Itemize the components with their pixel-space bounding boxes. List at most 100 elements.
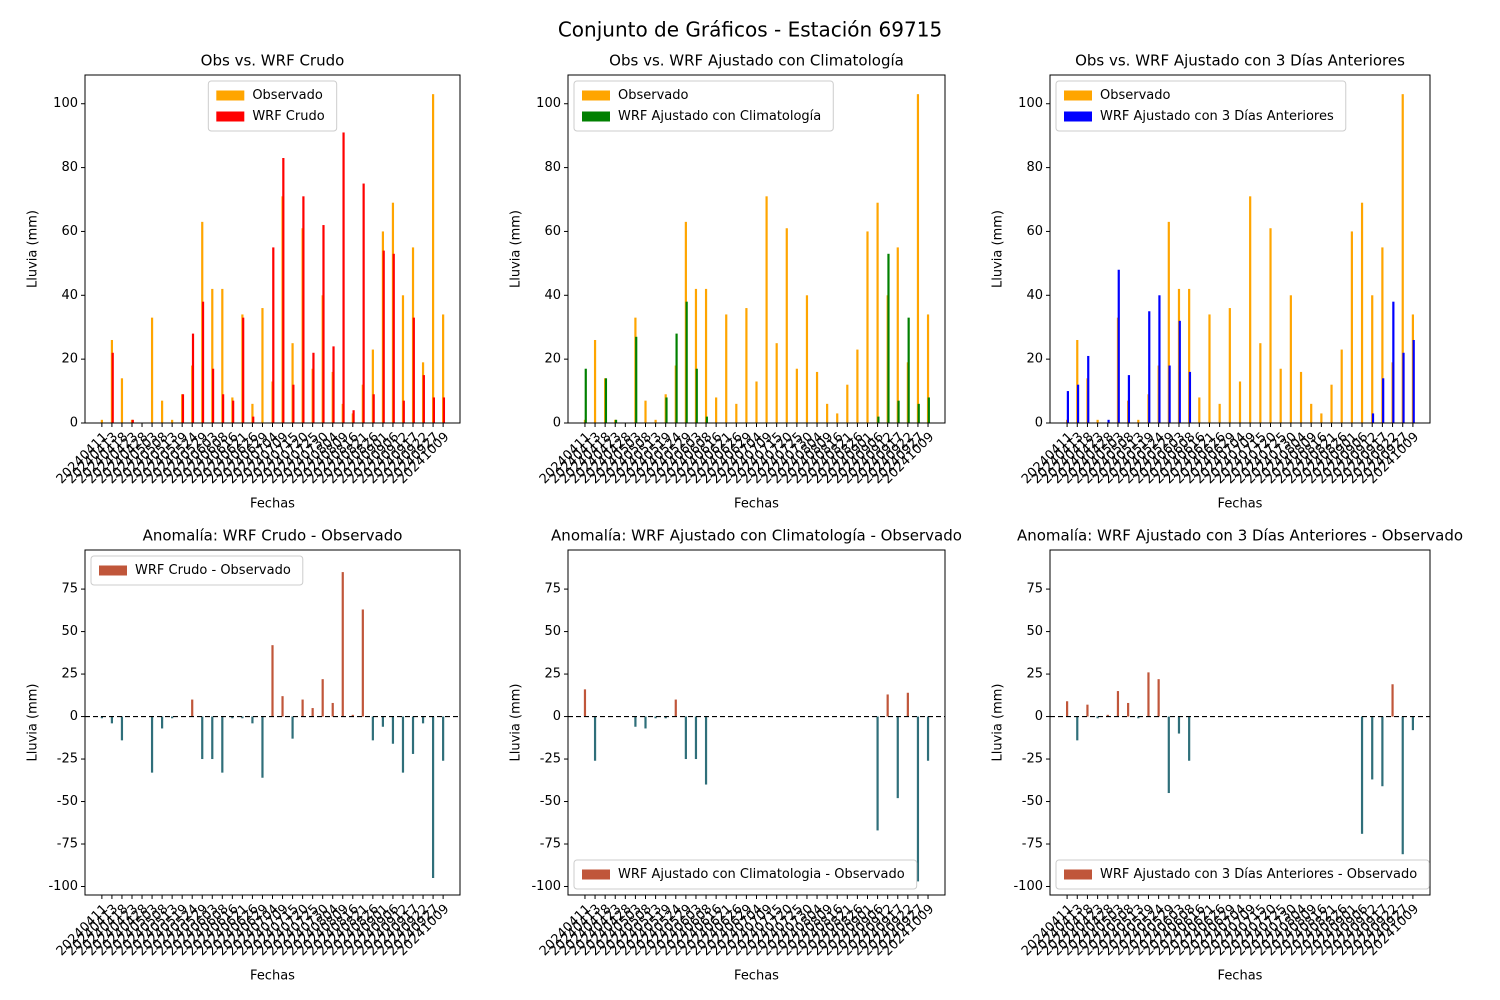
y-axis-label: Lluvia (mm) xyxy=(991,210,1006,288)
bar xyxy=(805,295,809,423)
bar xyxy=(191,699,194,717)
y-tick-label: 40 xyxy=(1026,288,1043,303)
bar xyxy=(1299,371,1303,423)
legend: WRF Crudo - Observado xyxy=(90,555,304,586)
y-tick-label: 20 xyxy=(61,352,78,367)
bar xyxy=(382,250,385,423)
x-axis-label: Fechas xyxy=(734,969,779,984)
bar xyxy=(614,419,618,423)
bar xyxy=(1116,691,1120,717)
bar xyxy=(181,394,185,423)
bar xyxy=(261,716,264,778)
bar xyxy=(583,689,587,717)
bar xyxy=(301,699,304,717)
bar xyxy=(442,397,446,423)
bar xyxy=(836,413,839,423)
bar xyxy=(1412,339,1415,423)
bar xyxy=(644,400,647,423)
y-tick-label: 100 xyxy=(53,96,78,111)
bar xyxy=(1340,349,1343,423)
bar xyxy=(1157,679,1160,717)
legend-frame xyxy=(1055,80,1347,132)
bar xyxy=(201,301,205,423)
bar xyxy=(292,384,295,423)
bar xyxy=(120,716,124,741)
x-axis-label: Fechas xyxy=(250,969,295,984)
legend-label: WRF Ajustado con 3 Días Anteriores xyxy=(1100,109,1334,124)
y-tick-label: -25 xyxy=(57,752,78,767)
bar xyxy=(1279,368,1282,423)
y-tick-label: -100 xyxy=(48,879,78,894)
bar xyxy=(1117,269,1120,423)
y-tick-label: 0 xyxy=(70,709,78,724)
bar xyxy=(171,419,174,423)
y-tick-label: -50 xyxy=(540,794,561,809)
bar xyxy=(1177,716,1181,734)
bar xyxy=(695,368,698,423)
legend-swatch xyxy=(1064,869,1092,880)
bar xyxy=(675,333,678,423)
bar xyxy=(674,699,677,717)
bar xyxy=(381,716,385,727)
y-tick-label: 50 xyxy=(544,624,561,639)
legend-label: WRF Ajustado con Climatología xyxy=(618,109,821,124)
bar xyxy=(896,247,899,423)
bar xyxy=(1228,308,1231,423)
bar xyxy=(1310,403,1313,423)
bar xyxy=(795,368,798,423)
bar xyxy=(291,343,294,423)
bar xyxy=(1198,397,1201,423)
bar xyxy=(221,288,224,423)
bar xyxy=(1178,320,1181,423)
bar xyxy=(1259,343,1262,423)
y-tick-label: 80 xyxy=(544,160,561,175)
bar xyxy=(402,400,405,423)
bar xyxy=(271,645,274,717)
bar xyxy=(704,288,708,423)
bar xyxy=(111,352,114,423)
y-tick-label: 25 xyxy=(1026,667,1043,682)
bar xyxy=(1218,403,1221,423)
bar xyxy=(231,716,234,719)
bar xyxy=(421,716,425,724)
bar xyxy=(1096,419,1099,423)
bar xyxy=(251,403,254,423)
bar xyxy=(1401,716,1404,855)
bar xyxy=(341,572,344,717)
bar xyxy=(1168,365,1171,423)
y-tick-label: 75 xyxy=(61,582,78,597)
bar xyxy=(171,716,174,719)
bar xyxy=(1330,384,1333,423)
legend-label: WRF Crudo - Observado xyxy=(135,563,291,578)
subplot: Obs vs. WRF Crudo Fechas Lluvia (mm) 0 20 40 6… xyxy=(26,52,461,512)
y-tick-label: 25 xyxy=(61,667,78,682)
bar xyxy=(311,708,314,717)
bar xyxy=(1381,247,1384,423)
bar xyxy=(654,716,657,719)
y-tick-label: 80 xyxy=(61,160,78,175)
bar xyxy=(431,716,435,879)
bar xyxy=(1147,672,1150,717)
bar xyxy=(815,371,819,423)
y-tick-label: 0 xyxy=(553,709,561,724)
bar xyxy=(1289,295,1292,423)
y-tick-label: 40 xyxy=(61,288,78,303)
bar xyxy=(916,716,920,882)
bar xyxy=(907,317,910,423)
bar xyxy=(411,716,415,754)
subplot-title: Anomalía: WRF Ajustado con 3 Días Anteri… xyxy=(1017,527,1463,545)
bar xyxy=(1350,231,1353,423)
bar xyxy=(775,343,778,423)
bar xyxy=(927,397,930,423)
subplot-title: Obs vs. WRF Crudo xyxy=(201,52,345,70)
bar xyxy=(745,308,748,423)
y-axis-label: Lluvia (mm) xyxy=(509,684,524,762)
subplot: Anomalía: WRF Crudo - Observado Fechas Llu… xyxy=(26,527,461,984)
bar xyxy=(160,400,164,423)
bar xyxy=(725,314,728,423)
bar xyxy=(906,692,909,717)
y-tick-label: 20 xyxy=(544,352,561,367)
bar xyxy=(1167,221,1170,423)
y-tick-label: -25 xyxy=(1022,752,1043,767)
